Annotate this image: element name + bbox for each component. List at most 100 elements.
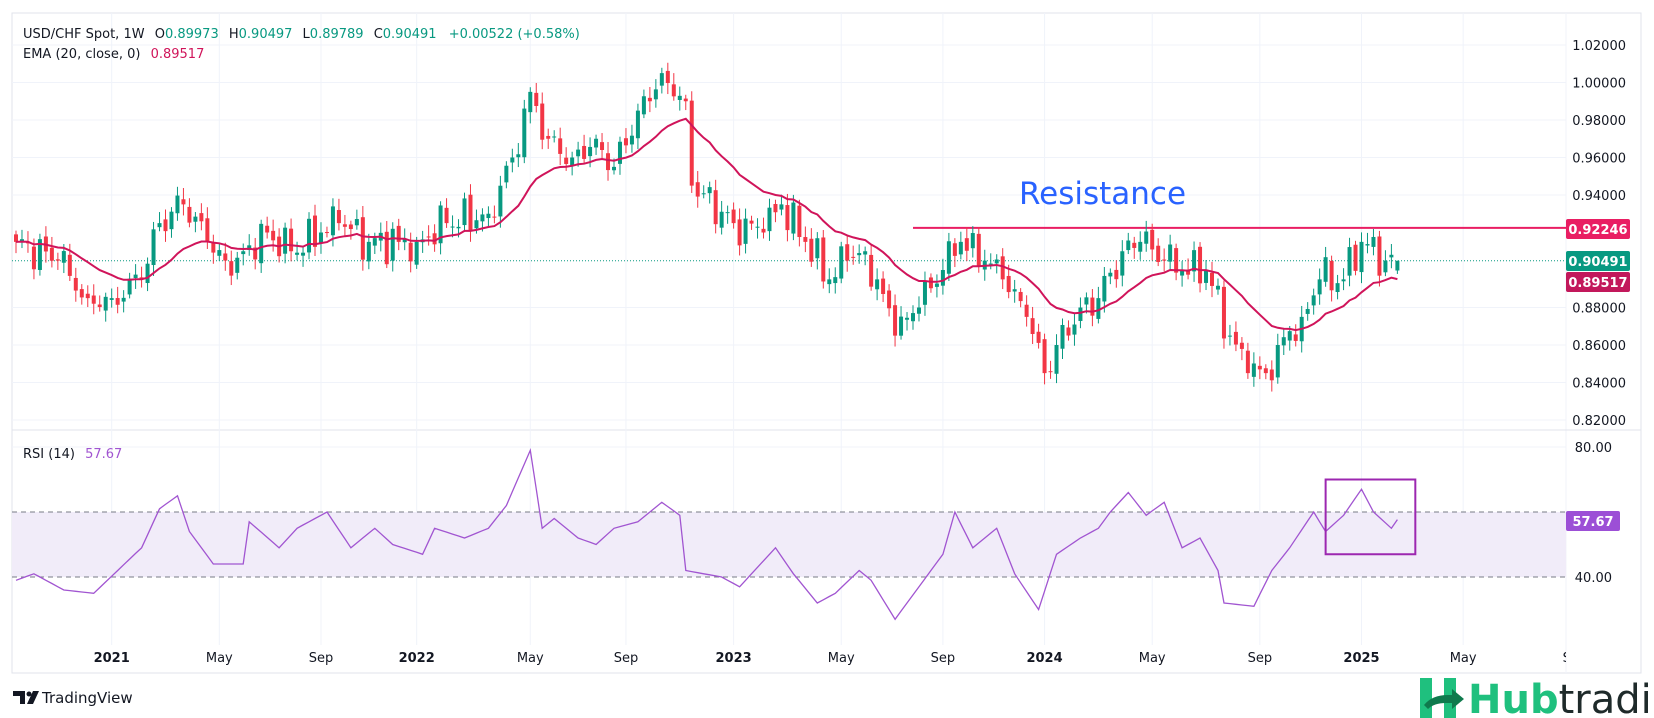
rsi-line xyxy=(15,447,1398,621)
candle-body xyxy=(103,296,108,311)
candle-body xyxy=(474,220,479,229)
candle-body xyxy=(976,233,981,267)
candle-body xyxy=(450,226,455,228)
candle-body xyxy=(911,313,915,322)
candle-body xyxy=(414,241,419,265)
open-label: O xyxy=(155,27,165,42)
candle-body xyxy=(127,278,132,295)
candle-body xyxy=(689,100,694,186)
candle-body xyxy=(725,212,730,214)
candle-body xyxy=(1347,247,1352,276)
candle-body xyxy=(85,293,90,299)
time-axis-label: Se xyxy=(1563,651,1579,666)
candle-body xyxy=(301,252,306,256)
candle-body xyxy=(1215,285,1220,290)
candle-body xyxy=(253,247,258,260)
candle-body xyxy=(283,227,288,254)
candle-body xyxy=(1036,331,1041,343)
candle-body xyxy=(958,241,963,255)
candle-body xyxy=(964,238,969,251)
candle-body xyxy=(582,145,587,159)
close-value: 0.90491 xyxy=(383,27,437,42)
candle-body xyxy=(498,185,503,217)
candle-body xyxy=(683,98,688,102)
candle-body xyxy=(109,298,114,300)
candle-body xyxy=(653,89,658,100)
rsi-axis-label: 40.00 xyxy=(1575,571,1612,586)
candle-body xyxy=(558,138,563,154)
candle-body xyxy=(707,187,712,194)
rsi-value-tag xyxy=(1566,511,1620,531)
candle-body xyxy=(1335,283,1340,293)
candle-body xyxy=(570,157,575,167)
candle-body xyxy=(1144,231,1149,244)
candle-body xyxy=(295,252,300,255)
time-axis-label: Sep xyxy=(309,651,334,666)
candle-body xyxy=(1204,270,1209,283)
candle-body xyxy=(1132,242,1137,248)
ema-price-tag-text: 0.89517 xyxy=(1568,276,1627,291)
candle-body xyxy=(922,281,927,305)
time-axis-label: 2024 xyxy=(1026,651,1062,666)
legend-ohlc: USD/CHF Spot, 1W O0.89973 H0.90497 L0.89… xyxy=(23,27,580,42)
candle-body xyxy=(313,215,317,247)
candle-body xyxy=(1108,272,1113,277)
ema-line xyxy=(15,117,1398,332)
candle-body xyxy=(318,232,323,244)
chart-frame xyxy=(11,12,1642,674)
candle-body xyxy=(324,232,329,234)
candle-body xyxy=(67,254,72,276)
candle-body xyxy=(115,298,120,305)
candle-body xyxy=(887,290,892,309)
rsi-highlight-box xyxy=(1324,478,1417,556)
candle-body xyxy=(1245,350,1250,374)
legend-ema[interactable]: EMA (20, close, 0) 0.89517 xyxy=(23,47,204,62)
candle-body xyxy=(1371,236,1376,247)
time-axis-label: May xyxy=(1139,651,1166,666)
candle-body xyxy=(1168,244,1173,262)
trading-wordmark: trading xyxy=(1559,677,1654,718)
candle-body xyxy=(797,205,802,238)
candle-body xyxy=(600,142,605,150)
candle-body xyxy=(827,279,832,285)
candle-body xyxy=(671,84,676,97)
candle-body xyxy=(1114,269,1119,280)
candle-body xyxy=(205,218,210,242)
candle-body xyxy=(1180,270,1185,276)
candle-body xyxy=(839,246,844,279)
ema-price-tag xyxy=(1566,272,1630,292)
price-axis-label: 0.86000 xyxy=(1572,339,1626,354)
candle-body xyxy=(1078,307,1083,321)
price-axis-labels[interactable]: 1.02000 1.00000 0.98000 0.96000 0.94000 0.880… xyxy=(1572,39,1626,586)
legend-rsi[interactable]: RSI (14) 57.67 xyxy=(23,447,122,462)
candle-body xyxy=(1084,297,1089,305)
candle-body xyxy=(665,70,670,84)
candle-body xyxy=(1120,251,1125,276)
tradingview-logo[interactable]: TradingView xyxy=(13,689,133,707)
candle-body xyxy=(845,244,850,261)
candle-body xyxy=(785,205,790,231)
time-axis-labels[interactable]: 2021 May Sep 2022 May Sep 2023 May Sep 2024 May Sep… xyxy=(94,651,1579,666)
candle-body xyxy=(1377,236,1382,276)
candle-body xyxy=(617,141,622,164)
candle-body xyxy=(330,206,335,236)
candle-body xyxy=(426,236,431,238)
candle-body xyxy=(695,182,700,197)
candle-body xyxy=(1054,345,1059,374)
candle-body xyxy=(1174,248,1179,273)
candle-body xyxy=(1090,297,1095,316)
candle-body xyxy=(899,316,904,336)
candle-body xyxy=(432,233,437,245)
candle-body xyxy=(492,216,497,218)
candle-body xyxy=(181,199,186,205)
candle-body xyxy=(1024,304,1029,317)
candle-body xyxy=(576,149,581,157)
candle-body xyxy=(1066,327,1071,336)
candle-body xyxy=(390,228,395,261)
resistance-price-tag xyxy=(1566,219,1630,239)
candle-body xyxy=(594,138,599,148)
candle-body xyxy=(731,209,736,224)
ema-value: 0.89517 xyxy=(151,47,205,62)
candle-body xyxy=(307,218,312,253)
